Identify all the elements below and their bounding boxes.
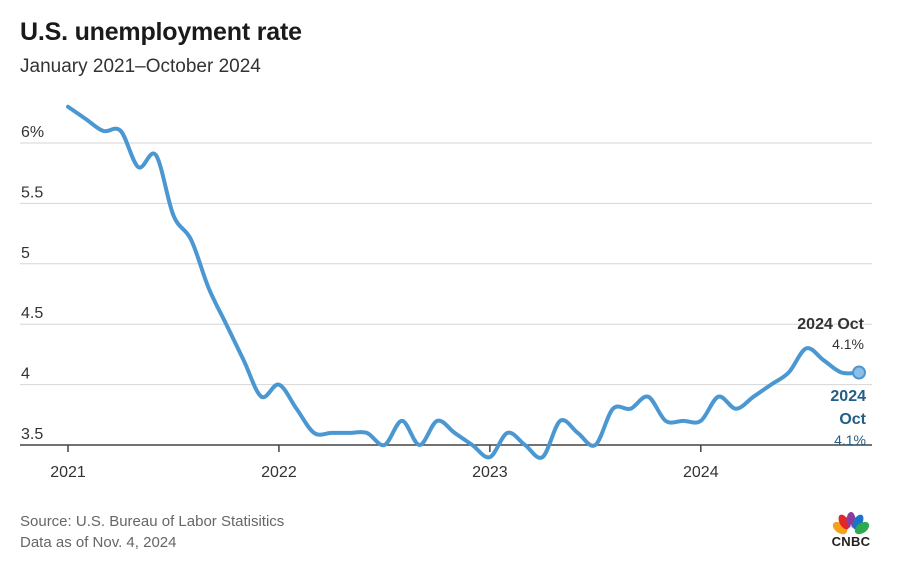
line-chart: 6%5.554.543.5 2021 2022 2023 2024 2024 Oct … — [20, 104, 872, 481]
y-tick-label: 3.5 — [21, 426, 43, 443]
x-tick-label: 2023 — [472, 464, 508, 481]
series-line-unemployment-rate — [66, 104, 861, 460]
y-tick-label: 6% — [21, 124, 44, 141]
annotation-bottom-year: 2024 — [830, 388, 866, 405]
x-tick-label: 2024 — [683, 464, 719, 481]
x-tick-label: 2021 — [50, 464, 86, 481]
x-axis-ticks: 2021 2022 2023 2024 — [50, 445, 719, 481]
y-tick-label: 4.5 — [21, 305, 43, 322]
logo-text: CNBC — [831, 534, 871, 549]
annotation-top-label: 2024 Oct — [797, 316, 864, 333]
y-tick-label: 4 — [21, 366, 30, 383]
end-point-marker[interactable] — [852, 365, 866, 380]
annotation-top-value: 4.1% — [832, 336, 864, 352]
chart-title: U.S. unemployment rate — [20, 18, 302, 46]
data-date-text: Data as of Nov. 4, 2024 — [20, 534, 177, 551]
y-axis-ticks: 6% 5.5 5 4.5 4 3.5 — [21, 124, 44, 443]
cnbc-logo: CNBC — [826, 510, 876, 550]
peacock-icon — [832, 512, 870, 536]
y-tick-label: 5 — [21, 245, 30, 262]
annotation-bottom-value: 4.1% — [834, 432, 866, 448]
x-tick-label: 2022 — [261, 464, 297, 481]
source-note: Source: U.S. Bureau of Labor Statisitics… — [20, 511, 284, 553]
chart-subtitle: January 2021–October 2024 — [20, 56, 261, 77]
y-tick-label: 5.5 — [21, 184, 43, 201]
source-text: Source: U.S. Bureau of Labor Statisitics — [20, 513, 285, 530]
grid-lines — [20, 142, 872, 446]
annotation-bottom-month: Oct — [839, 411, 866, 428]
